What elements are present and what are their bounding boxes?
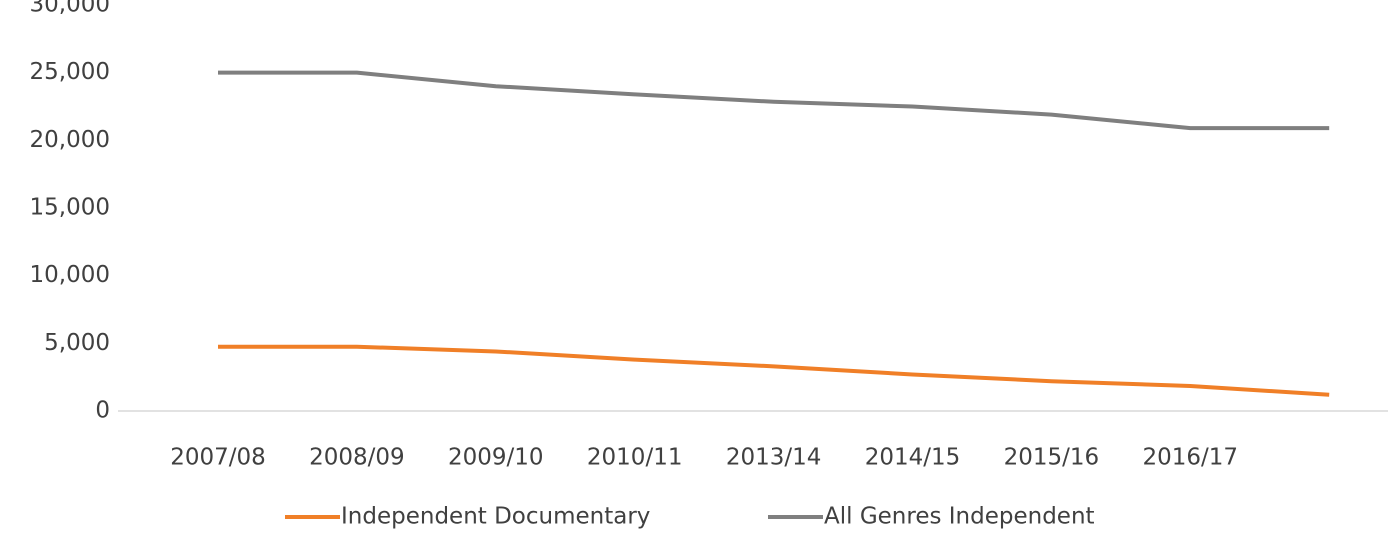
- y-tick-label: 20,000: [30, 127, 110, 153]
- x-tick-label: 2016/17: [1143, 445, 1239, 471]
- legend-label: All Genres Independent: [824, 504, 1095, 530]
- x-tick-label: 2015/16: [1004, 445, 1100, 471]
- x-tick-label: 2007/08: [170, 445, 266, 471]
- x-tick-label: 2014/15: [865, 445, 961, 471]
- y-tick-label: 0: [95, 398, 110, 424]
- y-tick-label: 10,000: [30, 262, 110, 288]
- y-tick-label: 25,000: [30, 59, 110, 85]
- y-tick-label: 30,000: [30, 0, 110, 18]
- series-line: [218, 344, 1330, 397]
- x-tick-label: 2009/10: [448, 445, 544, 471]
- y-tick-label: 5,000: [44, 330, 110, 356]
- x-tick-label: 2008/09: [309, 445, 405, 471]
- series-line: [218, 70, 1330, 131]
- x-tick-label: 2010/11: [587, 445, 683, 471]
- legend-label: Independent Documentary: [341, 504, 650, 530]
- y-tick-label: 15,000: [30, 195, 110, 221]
- x-tick-label: 2013/14: [726, 445, 822, 471]
